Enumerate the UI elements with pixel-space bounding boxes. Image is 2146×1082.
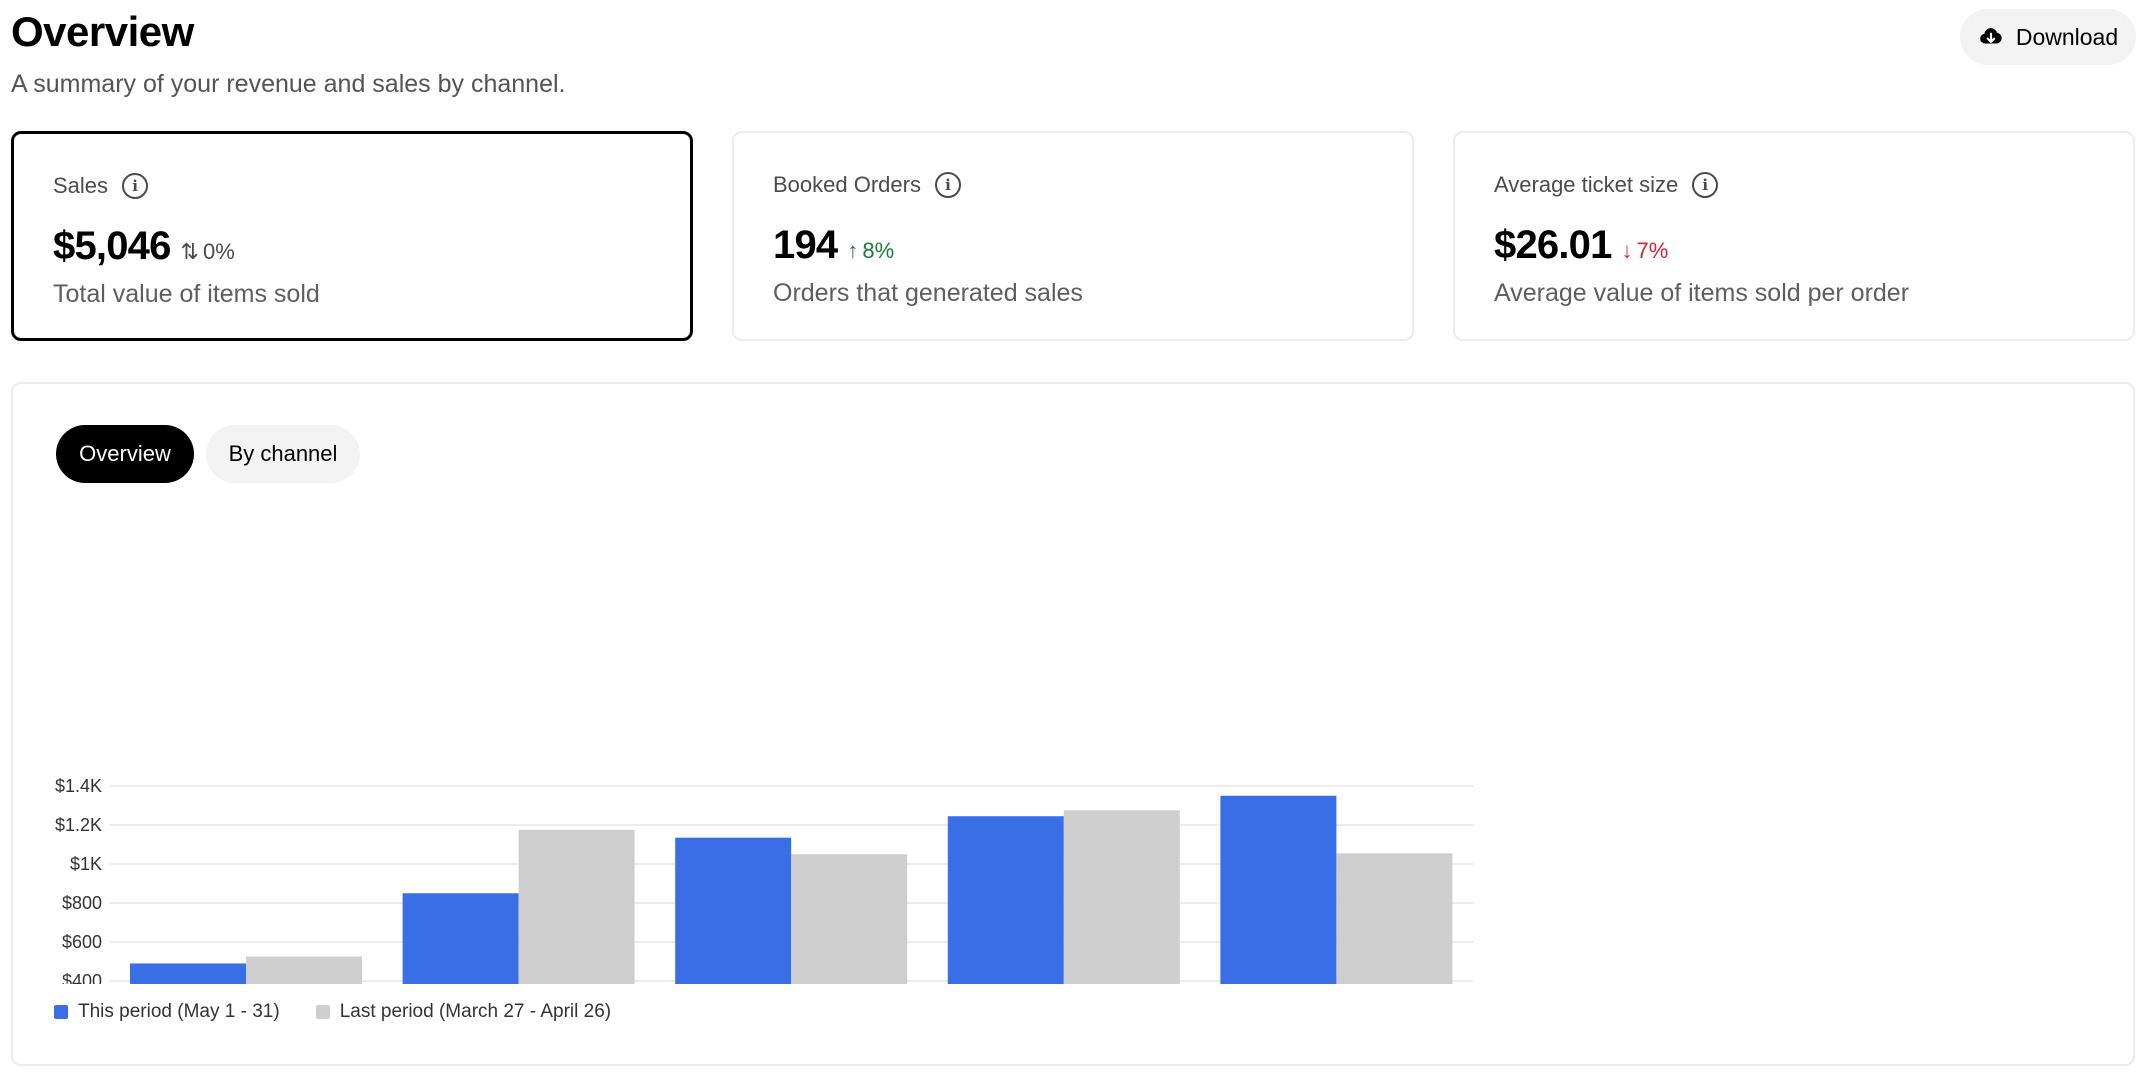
bar-this-period[interactable]: [675, 837, 792, 984]
bar-this-period[interactable]: [130, 963, 246, 984]
bar-last-period[interactable]: [791, 854, 908, 984]
kpi-value: 194: [773, 223, 838, 267]
chart-legend: This period (May 1 - 31) Last period (Ma…: [54, 1001, 611, 1023]
y-tick-label: $800: [62, 893, 102, 913]
kpi-description: Average value of items sold per order: [1494, 279, 1910, 307]
kpi-label: Booked Orders: [773, 172, 921, 197]
y-tick-label: $1.4K: [55, 776, 102, 796]
info-icon[interactable]: i: [934, 172, 961, 198]
bar-this-period[interactable]: [947, 816, 1064, 984]
kpi-header: Average ticket size i: [1494, 172, 1719, 198]
bar-chart: $0$200$400$600$800$1K$1.2K$1.4KMay 1May …: [55, 776, 1473, 984]
kpi-value-row: $26.01 ↓ 7%: [1494, 223, 1668, 268]
kpi-value-row: 194 ↑ 8%: [773, 223, 894, 268]
bar-this-period[interactable]: [1220, 795, 1337, 984]
y-tick-label: $1.2K: [55, 815, 102, 835]
bar-last-period[interactable]: [518, 829, 635, 984]
kpi-description: Total value of items sold: [53, 280, 320, 308]
bar-this-period[interactable]: [402, 893, 519, 984]
page-title: Overview: [11, 8, 194, 55]
kpi-change-value: 8%: [862, 238, 895, 263]
kpi-value-row: $5,046 ⇅ 0%: [53, 224, 235, 269]
kpi-value: $5,046: [53, 224, 171, 268]
chart-card: Overview By channel $0$200$400$600$800$1…: [11, 382, 2135, 1066]
arrow-up-icon: ↑: [847, 238, 859, 263]
cloud-download-icon: [1980, 28, 2002, 44]
download-label: Download: [2015, 23, 2119, 50]
kpi-card-booked-orders[interactable]: Booked Orders i 194 ↑ 8% Orders that gen…: [732, 131, 1414, 341]
bar-last-period[interactable]: [246, 956, 362, 984]
legend-swatch: [54, 1005, 68, 1019]
kpi-change: ↓ 7%: [1622, 238, 1669, 264]
kpi-change: ⇅ 0%: [181, 239, 235, 265]
legend-label: This period (May 1 - 31): [78, 1001, 280, 1022]
bar-last-period[interactable]: [1063, 810, 1180, 984]
legend-label: Last period (March 27 - April 26): [339, 1001, 612, 1022]
kpi-card-average-ticket-size[interactable]: Average ticket size i $26.01 ↓ 7% Averag…: [1453, 131, 2135, 341]
kpi-value: $26.01: [1494, 223, 1612, 267]
info-icon[interactable]: i: [1692, 172, 1719, 198]
kpi-change: ↑ 8%: [847, 238, 894, 264]
legend-swatch: [315, 1005, 330, 1019]
arrow-down-icon: ↓: [1621, 238, 1633, 263]
y-tick-label: $600: [62, 932, 102, 952]
kpi-change-value: 0%: [202, 239, 235, 264]
kpi-header: Sales i: [53, 173, 149, 199]
kpi-card-sales[interactable]: Sales i $5,046 ⇅ 0% Total value of items…: [11, 131, 693, 341]
tab-by-channel[interactable]: By channel: [206, 425, 360, 483]
y-tick-label: $1K: [70, 854, 102, 874]
legend-item-this-period: This period (May 1 - 31): [54, 1001, 280, 1023]
kpi-header: Booked Orders i: [773, 172, 961, 198]
kpi-description: Orders that generated sales: [773, 279, 1083, 307]
page-subtitle: A summary of your revenue and sales by c…: [11, 70, 566, 98]
kpi-change-value: 7%: [1636, 238, 1669, 263]
kpi-label: Sales: [53, 173, 109, 198]
bar-last-period[interactable]: [1336, 853, 1453, 984]
legend-item-last-period: Last period (March 27 - April 26): [315, 1001, 612, 1023]
download-button[interactable]: Download: [1960, 9, 2136, 65]
kpi-label: Average ticket size: [1494, 172, 1679, 197]
y-tick-label: $400: [62, 971, 102, 984]
tab-overview[interactable]: Overview: [56, 425, 194, 483]
swap-vertical-icon: ⇅: [180, 239, 199, 264]
info-icon[interactable]: i: [122, 173, 149, 199]
